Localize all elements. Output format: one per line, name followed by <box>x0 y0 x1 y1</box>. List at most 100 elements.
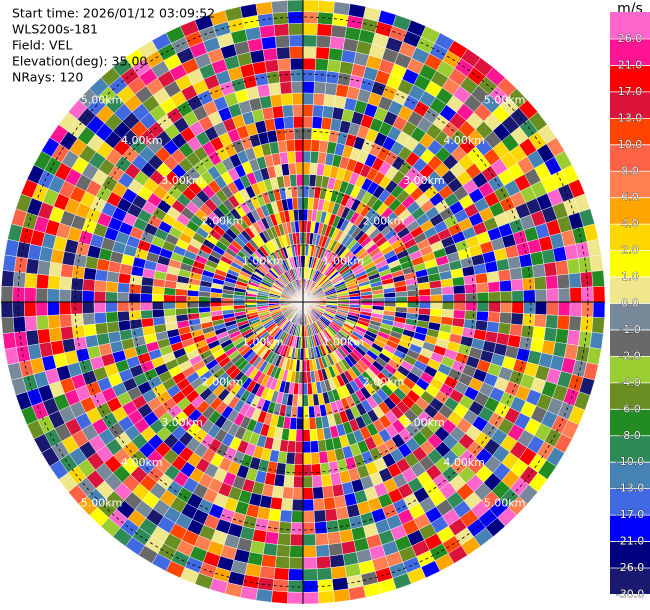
texture-cell <box>151 301 165 311</box>
texture-cell <box>279 81 293 95</box>
texture-cell <box>555 259 569 276</box>
texture-cell <box>60 326 74 341</box>
texture-cell <box>128 310 142 321</box>
texture-cell <box>302 452 312 465</box>
texture-cell <box>47 275 61 290</box>
texture-cell <box>441 285 455 295</box>
texture-cell <box>271 590 289 604</box>
texture-cell <box>302 150 312 164</box>
range-ring <box>131 130 475 474</box>
texture-cell <box>298 220 304 233</box>
texture-cell <box>476 292 490 303</box>
texture-cell <box>140 284 154 295</box>
texture-cell <box>286 150 296 164</box>
texture-cell <box>93 279 107 292</box>
texture-cell <box>296 417 304 431</box>
texture-cell <box>418 301 432 309</box>
texture-cell <box>257 12 275 27</box>
texture-cell <box>279 151 289 165</box>
texture-cell <box>59 276 73 291</box>
texture-cell <box>70 277 84 291</box>
texture-cell <box>262 542 278 557</box>
texture-cell <box>282 104 294 118</box>
texture-cell <box>286 0 304 13</box>
colorbar-tick-label: 13.0 <box>618 111 643 124</box>
texture-cell <box>273 567 290 581</box>
texture-cell <box>311 463 322 477</box>
texture-cell <box>510 312 524 326</box>
texture-cell <box>12 271 27 288</box>
texture-cell <box>302 173 310 187</box>
texture-cell <box>25 329 40 346</box>
texture-cell <box>283 116 295 129</box>
texture-cell <box>302 498 315 512</box>
texture-cell <box>302 34 318 48</box>
colorbar-tick-label: -6.0 <box>619 402 640 415</box>
texture-cell <box>383 296 397 303</box>
texture-cell <box>327 59 342 73</box>
texture-cell <box>310 451 321 465</box>
texture-cell <box>151 293 165 303</box>
texture-cell <box>297 394 304 407</box>
texture-cell <box>290 522 304 535</box>
texture-cell <box>1 270 15 288</box>
texture-cell <box>441 301 455 311</box>
texture-cell <box>96 332 111 346</box>
texture-cell <box>302 545 317 558</box>
texture-cell <box>289 545 304 558</box>
colorbar-tick-label: -13.0 <box>616 482 644 495</box>
texture-cell <box>283 475 295 488</box>
ring-label: 1.00km <box>323 255 365 268</box>
texture-cell <box>333 1 351 16</box>
texture-cell <box>323 93 336 108</box>
texture-cell <box>430 294 443 303</box>
texture-cell <box>128 283 142 294</box>
texture-cell <box>0 285 14 303</box>
texture-cell <box>286 440 296 454</box>
texture-cell <box>327 531 342 545</box>
texture-cell <box>452 284 466 295</box>
texture-cell <box>465 292 478 303</box>
texture-cell <box>268 82 282 96</box>
info-text: Field: VEL <box>12 38 72 53</box>
texture-cell <box>60 263 74 278</box>
ring-label: 2.00km <box>363 214 405 227</box>
texture-cell <box>260 554 277 568</box>
colorbar-tick-label: -1.0 <box>619 323 640 336</box>
texture-cell <box>25 258 40 275</box>
texture-cell <box>333 588 351 603</box>
texture-cell <box>319 462 331 476</box>
texture-cell <box>302 104 314 117</box>
texture-cell <box>302 487 314 500</box>
texture-cell <box>429 287 443 296</box>
colorbar-segment <box>610 144 650 172</box>
texture-cell <box>511 301 524 314</box>
texture-cell <box>522 313 536 327</box>
texture-cell <box>288 22 304 36</box>
texture-cell <box>556 315 571 331</box>
colorbar-tick-label: -30.0 <box>616 587 644 600</box>
ring-label: 3.00km <box>161 174 203 187</box>
texture-cell <box>532 263 546 278</box>
texture-cell <box>509 267 523 281</box>
texture-cell <box>302 371 308 384</box>
texture-cell <box>464 310 478 321</box>
texture-cell <box>82 278 96 292</box>
texture-cell <box>151 309 165 319</box>
texture-cell <box>302 382 309 396</box>
texture-cell <box>264 59 279 73</box>
colorbar-segment <box>610 39 650 66</box>
texture-cell <box>70 313 84 327</box>
texture-cell <box>290 69 304 82</box>
texture-cell <box>311 475 323 488</box>
texture-cell <box>116 292 130 303</box>
texture-cell <box>297 208 304 222</box>
texture-cell <box>286 591 304 605</box>
range-ring <box>74 73 532 531</box>
texture-cell <box>163 301 176 310</box>
texture-cell <box>12 301 25 318</box>
texture-cell <box>4 347 20 366</box>
texture-cell <box>546 288 559 303</box>
texture-cell <box>37 328 51 345</box>
texture-cell <box>282 486 294 500</box>
